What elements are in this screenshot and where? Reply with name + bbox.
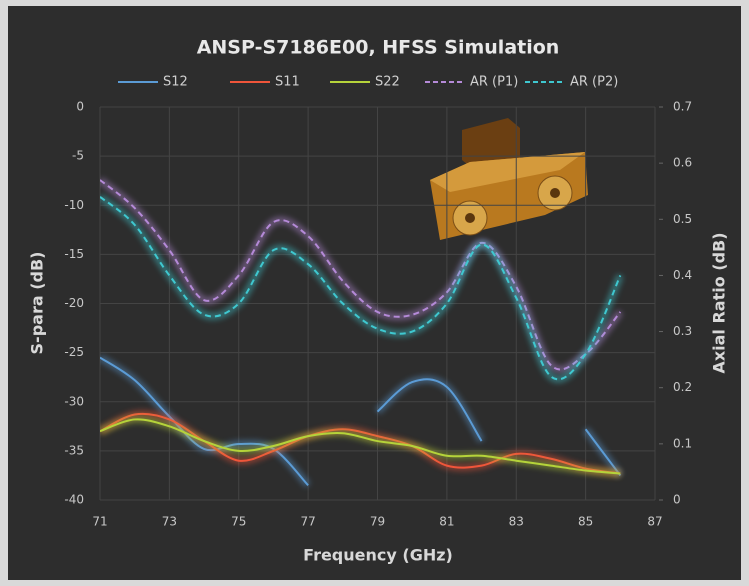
y2-tick-label: 0.3: [673, 324, 692, 338]
x-tick-label: 81: [439, 515, 454, 529]
y2-tick-label: 0.5: [673, 212, 692, 226]
y2-tick-label: 0.6: [673, 156, 692, 170]
y-tick-label: -35: [64, 443, 84, 457]
x-tick-label: 79: [370, 515, 385, 529]
x-tick-label: 73: [162, 515, 177, 529]
legend-label: AR (P2): [570, 75, 618, 90]
y-tick-label: -25: [64, 345, 84, 359]
y-tick-label: -40: [64, 493, 84, 507]
chart: ANSP-S7186E00, HFSS Simulation Frequency…: [0, 0, 749, 586]
legend-label: S22: [375, 75, 400, 90]
y-tick-label: -5: [72, 149, 84, 163]
y2-tick-label: 0.1: [673, 436, 692, 450]
y2-tick-label: 0: [673, 493, 681, 507]
y-tick-label: -10: [64, 198, 84, 212]
x-tick-label: 83: [509, 515, 524, 529]
legend-label: S11: [275, 75, 300, 90]
x-tick-label: 71: [92, 515, 107, 529]
y-tick-label: 0: [76, 100, 84, 114]
legend-label: S12: [163, 75, 188, 90]
x-axis-title: Frequency (GHz): [303, 546, 453, 565]
y2-axis-title: Axial Ratio (dB): [710, 232, 729, 373]
y-tick-label: -30: [64, 394, 84, 408]
y2-tick-label: 0.4: [673, 268, 692, 282]
chart-title: ANSP-S7186E00, HFSS Simulation: [197, 37, 560, 59]
legend-label: AR (P1): [470, 75, 518, 90]
y2-tick-label: 0.7: [673, 100, 692, 114]
x-tick-label: 87: [647, 515, 662, 529]
x-tick-label: 85: [578, 515, 593, 529]
x-tick-label: 77: [300, 515, 315, 529]
y-tick-label: -15: [64, 247, 84, 261]
background: [8, 6, 741, 580]
y-tick-label: -20: [64, 296, 84, 310]
y-axis-title: S-para (dB): [28, 252, 47, 355]
y2-tick-label: 0.2: [673, 380, 692, 394]
x-tick-label: 75: [231, 515, 246, 529]
